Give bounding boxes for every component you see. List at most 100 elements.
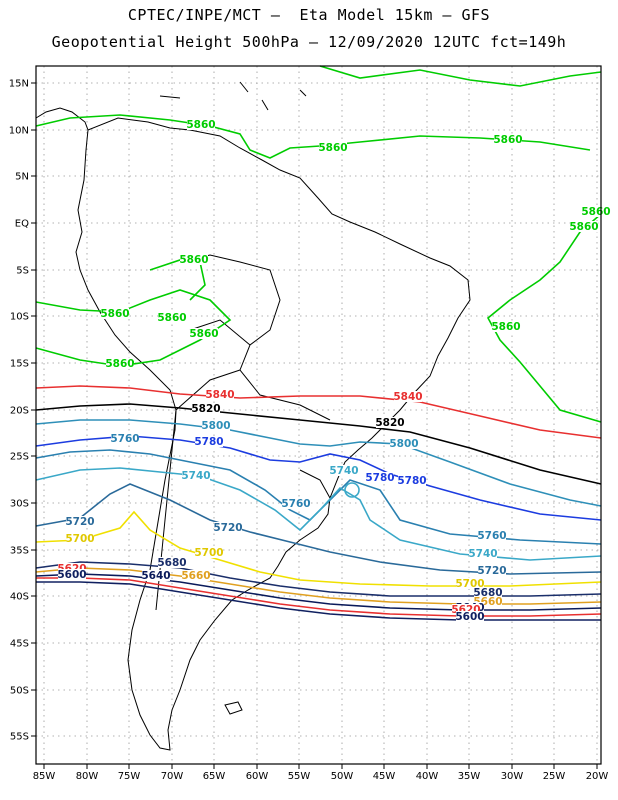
lon-label: 75W [118,771,141,782]
map-frame [35,65,602,765]
contour-label: 5860 [189,328,218,340]
contour-label: 5760 [110,433,139,445]
map-subtitle: Geopotential Height 500hPa – 12/09/2020 … [51,33,567,51]
lat-label: 50S [10,686,29,697]
contour-label-bg [58,563,86,574]
bolivia-border [175,319,251,411]
lon-label: 85W [33,771,56,782]
contour-label: 5860 [105,358,134,370]
contour-label: 5860 [493,134,522,146]
lat-label: 10N [9,126,29,137]
contour-label-bg [398,475,426,486]
contour-5740 [344,482,360,498]
contour-label: 5860 [186,119,215,131]
lon-label: 60W [246,771,269,782]
contour-label-bg [474,596,502,607]
map-title: CPTEC/INPE/MCT – Eta Model 15km – GFS [127,6,491,24]
contour-label-bg [456,578,484,589]
contour-label: 5740 [468,548,497,560]
lon-label: 25W [543,771,566,782]
brazil-border [189,254,331,421]
contour-5840 [35,385,602,439]
contour-label: 5680 [157,557,186,569]
falklands [224,701,243,715]
contour-5600 [36,581,601,621]
contour-label: 5820 [375,417,404,429]
contour-5820 [35,403,602,485]
contour-label-bg [195,436,223,447]
contour-label-bg [158,312,186,323]
contour-label-bg [570,221,598,232]
contour-label: 5720 [213,522,242,534]
lon-label: 20W [586,771,609,782]
lon-label: 30W [501,771,524,782]
contour-label-bg [111,433,139,444]
contour-label: 5820 [191,403,220,415]
contour-label-bg [202,420,230,431]
contour-label-bg [206,389,234,400]
graticule-grid [36,66,601,764]
contour-label-bg [101,308,129,319]
contour-5780 [35,435,602,521]
contour-5740 [35,467,602,561]
contour-label: 5800 [389,438,418,450]
contour-label-bg [58,569,86,580]
contour-label: 5600 [455,611,484,623]
contour-label: 5740 [181,470,210,482]
uruguay-border [299,469,331,499]
lat-label: 20S [10,406,29,417]
lat-label: 55S [10,732,29,743]
contour-label: 5660 [181,570,210,582]
contour-label-bg [158,557,186,568]
latitude-labels: 15N 10N 5N EQ 5S 10S 15S 20S 25S 30S 35S 40S 45S 50S 5… [9,79,36,743]
contour-label: 5760 [477,530,506,542]
contour-label-bg [474,587,502,598]
contour-label: 5780 [365,472,394,484]
contour-5720 [35,483,602,575]
contour-label-bg [456,611,484,622]
longitude-labels: 85W 80W 75W 70W 65W 60W 55W 50W 45W 40W 35W 30W 25W 2… [33,764,609,782]
contour-5760 [35,449,602,545]
contour-5860 [149,259,206,301]
contour-label: 5860 [569,221,598,233]
lat-label: 15S [10,359,29,370]
contour-5800 [35,419,602,507]
lon-label: 45W [373,771,396,782]
contour-label-bg [582,206,610,217]
lon-label: 55W [288,771,311,782]
contour-label-bg [282,498,310,509]
south-america-coast [75,117,471,751]
contour-label: 5720 [65,516,94,528]
lat-label: 5N [15,172,29,183]
contour-label: 5720 [477,565,506,577]
contour-5700 [35,510,602,587]
contour-label-bg [376,417,404,428]
contour-label: 5860 [318,142,347,154]
contour-label-bg [492,321,520,332]
contour-label-bg [142,570,170,581]
contour-label: 5860 [157,312,186,324]
contour-label: 5700 [65,533,94,545]
contour-5860 [486,213,602,423]
contour-label: 5780 [397,475,426,487]
contour-label: 5600 [57,569,86,581]
contour-label: 5860 [581,206,610,218]
coastlines [35,81,471,751]
caribbean-islands [159,81,307,111]
contour-label: 5860 [179,254,208,266]
contour-label: 5740 [329,465,358,477]
lat-label: 30S [10,499,29,510]
central-america-coast [35,107,89,131]
contour-label: 5840 [205,389,234,401]
lon-label: 65W [203,771,226,782]
contour-label-bg [478,565,506,576]
contour-label-bg [66,516,94,527]
contour-label-bg [182,470,210,481]
lon-label: 35W [458,771,481,782]
contour-label-bg [192,403,220,414]
contour-label-bg [195,547,223,558]
contour-label-bg [366,472,394,483]
lat-label: 40S [10,592,29,603]
